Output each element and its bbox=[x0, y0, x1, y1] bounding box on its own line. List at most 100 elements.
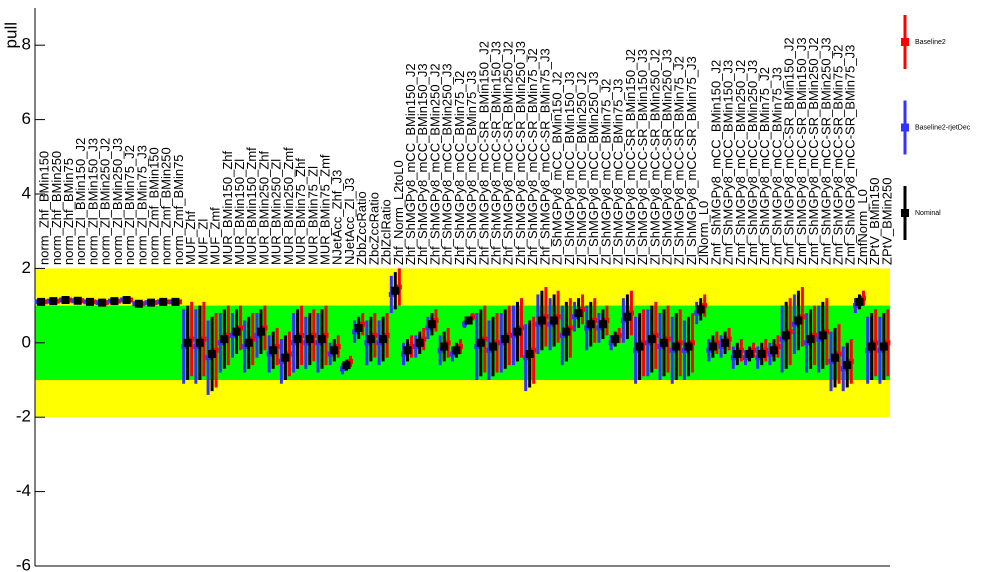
marker bbox=[672, 342, 681, 351]
category-label: Zmf_ShMGPy8_mCC_BMin250_J3 bbox=[745, 60, 760, 265]
category-label: Zl_ShMGPy8_mCC_BMin75_J2 bbox=[598, 79, 613, 265]
marker bbox=[464, 316, 473, 325]
category-label: MUR_BMin75_Zmf bbox=[317, 154, 332, 265]
marker bbox=[782, 331, 791, 340]
category-label: Zhf_Norm_L2toL0 bbox=[391, 160, 406, 265]
marker bbox=[574, 309, 583, 318]
category-label: Zhf_ShMGPy8_mCC-SR_BMin75_J2 bbox=[525, 48, 540, 265]
category-label: Zl_ShMGPy8_mCC_BMin250_J2 bbox=[574, 71, 589, 265]
marker bbox=[721, 338, 730, 347]
marker bbox=[879, 342, 888, 351]
category-label: MUR_BMin250_Zl bbox=[269, 159, 284, 265]
category-label: MUR_BMin150_Zhf bbox=[220, 150, 235, 265]
y-tick-label: 4 bbox=[22, 183, 31, 202]
marker bbox=[598, 320, 607, 329]
marker bbox=[769, 346, 778, 355]
marker bbox=[806, 335, 815, 344]
marker bbox=[318, 335, 327, 344]
marker bbox=[745, 349, 754, 358]
legend-marker bbox=[901, 209, 909, 217]
marker bbox=[147, 298, 156, 307]
y-tick-label: 2 bbox=[22, 258, 31, 277]
category-label: Zhf_ShMGPy8_mCC_BMin150_J3 bbox=[415, 63, 430, 265]
category-label: Zl_ShMGPy8_mCC_BMin150_J2 bbox=[550, 71, 565, 265]
category-label: norm_Zmf_BMin150 bbox=[146, 147, 161, 265]
category-label: ZbbZccRatio bbox=[354, 191, 369, 265]
category-label: MUR_BMin75_Zl bbox=[305, 166, 320, 265]
marker bbox=[73, 296, 82, 305]
category-label: Zl_ShMGPy8_mCC_BMin75_J3 bbox=[611, 79, 626, 265]
category-label: Zhf_ShMGPy8_mCC-SR_BMin150_J3 bbox=[488, 41, 503, 265]
marker bbox=[513, 327, 522, 336]
marker bbox=[843, 361, 852, 370]
y-tick-label: 0 bbox=[22, 332, 31, 351]
category-label: Zmf_ShMGPy8_mCC_BMin150_J2 bbox=[708, 60, 723, 265]
category-label: Zhf_ShMGPy8_mCC_BMin250_J3 bbox=[440, 63, 455, 265]
category-label: Zmf_ShMGPy8_mCC_BMin75_J2 bbox=[757, 67, 772, 265]
legend-label: Baseline2 bbox=[915, 39, 946, 46]
marker bbox=[501, 335, 510, 344]
category-label: MUF_Zl bbox=[195, 219, 210, 265]
marker bbox=[354, 323, 363, 332]
marker bbox=[37, 297, 46, 306]
marker bbox=[293, 335, 302, 344]
category-label: norm_Zl_BMin150_J3 bbox=[85, 138, 100, 265]
marker bbox=[855, 297, 864, 306]
marker bbox=[98, 298, 107, 307]
category-label: MUF_Zmf bbox=[208, 207, 223, 265]
marker bbox=[159, 297, 168, 306]
marker bbox=[85, 297, 94, 306]
category-label: Zhf_ShMGPy8_mCC_BMin75_J2 bbox=[452, 71, 467, 265]
category-label: Zmf_ShMGPy8_mCC-SR_BMin150_J3 bbox=[794, 37, 809, 265]
marker bbox=[757, 349, 766, 358]
category-label: Zmf_ShMGPy8_mCC_BMin150_J3 bbox=[721, 60, 736, 265]
category-label: Zhf_ShMGPy8_mCC_BMin75_J3 bbox=[464, 71, 479, 265]
category-label: Zl_ShMGPy8_mCC-SR_BMin150_J3 bbox=[635, 49, 650, 265]
marker bbox=[61, 296, 70, 305]
category-label: norm_Zl_BMin75_J3 bbox=[134, 145, 149, 265]
category-label: NJetAcc_Zhf_J3 bbox=[330, 170, 345, 265]
marker bbox=[110, 297, 119, 306]
category-label: ZblZclRatio bbox=[379, 199, 394, 265]
marker bbox=[696, 305, 705, 314]
y-axis-label: pull bbox=[1, 22, 20, 48]
marker bbox=[537, 316, 546, 325]
marker bbox=[366, 335, 375, 344]
marker bbox=[305, 335, 314, 344]
marker bbox=[794, 316, 803, 325]
y-tick-label: -2 bbox=[16, 407, 31, 426]
category-label: ZlNorm_L0 bbox=[696, 201, 711, 265]
marker bbox=[623, 312, 632, 321]
marker bbox=[476, 338, 485, 347]
marker bbox=[195, 338, 204, 347]
y-tick-label: -4 bbox=[16, 481, 31, 500]
band bbox=[35, 305, 890, 380]
legend-label: Baseline2-rjetDec bbox=[915, 124, 971, 131]
marker bbox=[525, 349, 534, 358]
marker bbox=[256, 327, 265, 336]
marker bbox=[281, 353, 290, 362]
category-label: MUF_Zhf bbox=[183, 210, 198, 265]
category-label: MUR_BMin150_Zl bbox=[232, 159, 247, 265]
marker bbox=[818, 331, 827, 340]
marker bbox=[134, 299, 143, 308]
category-label: Zl_ShMGPy8_mCC_BMin250_J3 bbox=[586, 71, 601, 265]
marker bbox=[232, 327, 241, 336]
category-label: Zl_ShMGPy8_mCC-SR_BMin250_J3 bbox=[659, 49, 674, 265]
legend-label: Nominal bbox=[915, 210, 941, 217]
category-label: Zhf_ShMGPy8_mCC-SR_BMin75_J3 bbox=[537, 48, 552, 265]
category-label: norm_Zl_BMin150_J2 bbox=[73, 138, 88, 265]
marker bbox=[586, 320, 595, 329]
category-label: Zmf_ShMGPy8_mCC-SR_BMin250_J3 bbox=[818, 37, 833, 265]
category-label: Zmf_ShMGPy8_mCC-SR_BMin75_J2 bbox=[830, 45, 845, 265]
category-label: ZPtV_BMin150 bbox=[867, 178, 882, 265]
marker bbox=[489, 342, 498, 351]
category-label: ZbcZccRatio bbox=[366, 192, 381, 265]
marker bbox=[452, 346, 461, 355]
marker bbox=[379, 335, 388, 344]
marker bbox=[611, 335, 620, 344]
category-label: ZPtV_BMin250 bbox=[879, 178, 894, 265]
marker bbox=[208, 349, 217, 358]
category-label: norm_Zhf_BMin150 bbox=[37, 151, 52, 265]
category-label: Zhf_ShMGPy8_mCC_BMin250_J2 bbox=[427, 63, 442, 265]
